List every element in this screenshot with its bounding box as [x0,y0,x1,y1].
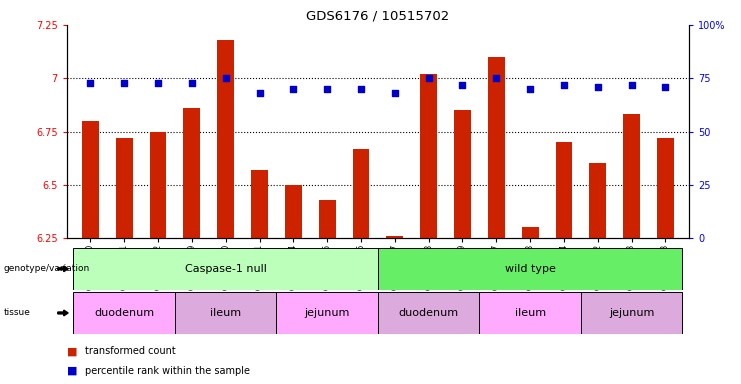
Point [389,90,401,96]
Point [355,86,367,92]
Text: ileum: ileum [514,308,545,318]
Bar [285,185,302,238]
Bar [378,292,479,334]
Bar [116,138,133,238]
Point [152,79,164,86]
Point [422,75,434,81]
Bar [522,227,539,238]
Bar [319,200,336,238]
Bar [556,142,573,238]
Bar [420,74,437,238]
Text: ■: ■ [67,346,77,356]
Bar [454,110,471,238]
Bar [73,292,175,334]
Bar [479,292,581,334]
Point [456,81,468,88]
Bar [353,149,370,238]
Text: wild type: wild type [505,264,556,274]
Bar [251,170,268,238]
Bar [581,292,682,334]
Bar [589,164,606,238]
Point [625,81,637,88]
Point [592,84,604,90]
Bar [82,121,99,238]
Text: duodenum: duodenum [94,308,154,318]
Text: percentile rank within the sample: percentile rank within the sample [85,366,250,376]
Bar [276,292,378,334]
Point [220,75,232,81]
Bar [150,131,167,238]
Bar [175,292,276,334]
Text: duodenum: duodenum [399,308,459,318]
Bar [184,108,200,238]
Point [288,86,299,92]
Point [186,79,198,86]
Text: jejunum: jejunum [305,308,350,318]
Text: Caspase-1 null: Caspase-1 null [185,264,267,274]
Text: genotype/variation: genotype/variation [4,264,90,273]
Bar [623,114,640,238]
Bar [73,248,378,290]
Point [524,86,536,92]
Bar [378,248,682,290]
Point [491,75,502,81]
Point [119,79,130,86]
Bar [488,57,505,238]
Bar [657,138,674,238]
Title: GDS6176 / 10515702: GDS6176 / 10515702 [306,9,450,22]
Point [558,81,570,88]
Point [84,79,96,86]
Point [253,90,265,96]
Text: transformed count: transformed count [85,346,176,356]
Text: ■: ■ [67,366,77,376]
Point [322,86,333,92]
Bar [386,236,403,238]
Bar [217,40,234,238]
Point [659,84,671,90]
Text: jejunum: jejunum [609,308,654,318]
Text: tissue: tissue [4,308,30,318]
Text: ileum: ileum [210,308,242,318]
